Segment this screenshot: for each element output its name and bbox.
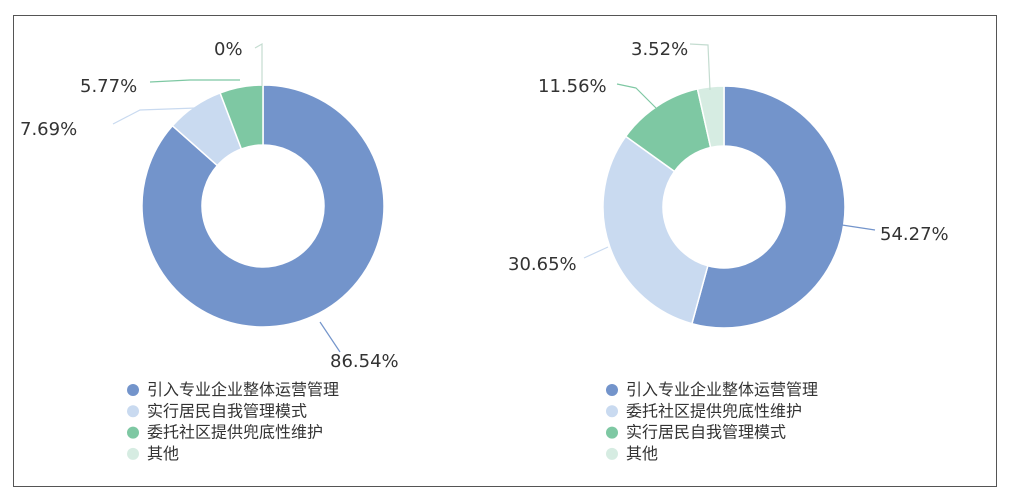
slice-percent-label: 0% (214, 39, 243, 60)
legend-label: 委托社区提供兜底性维护 (147, 423, 323, 442)
donut-slice (602, 135, 709, 325)
slice-percent-label: 3.52% (631, 39, 688, 60)
legend-marker (127, 447, 139, 460)
leader-line (616, 83, 657, 109)
leader-line (149, 79, 240, 83)
legend-marker (606, 384, 618, 396)
legend-marker (127, 426, 139, 439)
slice-percent-label: 7.69% (20, 119, 77, 140)
slice-percent-label: 5.77% (80, 76, 137, 97)
legend-marker (606, 447, 618, 460)
leader-line (319, 321, 341, 353)
leader-line (583, 246, 609, 259)
legend-label: 委托社区提供兜底性维护 (626, 401, 802, 420)
slice-percent-label: 54.27% (880, 224, 949, 245)
legend-label: 实行居民自我管理模式 (626, 423, 786, 442)
legend-label: 其他 (626, 444, 658, 463)
donut-slice (691, 85, 846, 329)
legend-label: 其他 (147, 444, 179, 463)
slice-percent-label: 30.65% (508, 254, 577, 275)
donut-chart-left: 86.54% 7.69% 5.77% 0% 引入专业企业整体运营管理实行居民自我管理模式… (20, 39, 399, 463)
legend-label: 实行居民自我管理模式 (147, 401, 307, 420)
leader-line (112, 107, 197, 125)
donut-chart-right: 54.27% 30.65% 11.56% 3.52% 引入专业企业整体运营管理委托社区提… (508, 39, 949, 463)
legend-marker (606, 405, 618, 418)
leader-line (841, 224, 876, 231)
legend-marker (127, 384, 139, 396)
legend-marker (606, 426, 618, 439)
donut-slice (141, 84, 385, 328)
legend-label: 引入专业企业整体运营管理 (626, 380, 818, 399)
leader-line (689, 43, 711, 91)
donut-slice (696, 85, 725, 149)
legend-label: 引入专业企业整体运营管理 (147, 380, 339, 399)
slice-percent-label: 11.56% (538, 76, 607, 97)
slice-percent-label: 86.54% (330, 351, 399, 372)
leader-line (254, 42, 263, 86)
donut-slice (219, 84, 264, 150)
legend-marker (127, 405, 139, 418)
